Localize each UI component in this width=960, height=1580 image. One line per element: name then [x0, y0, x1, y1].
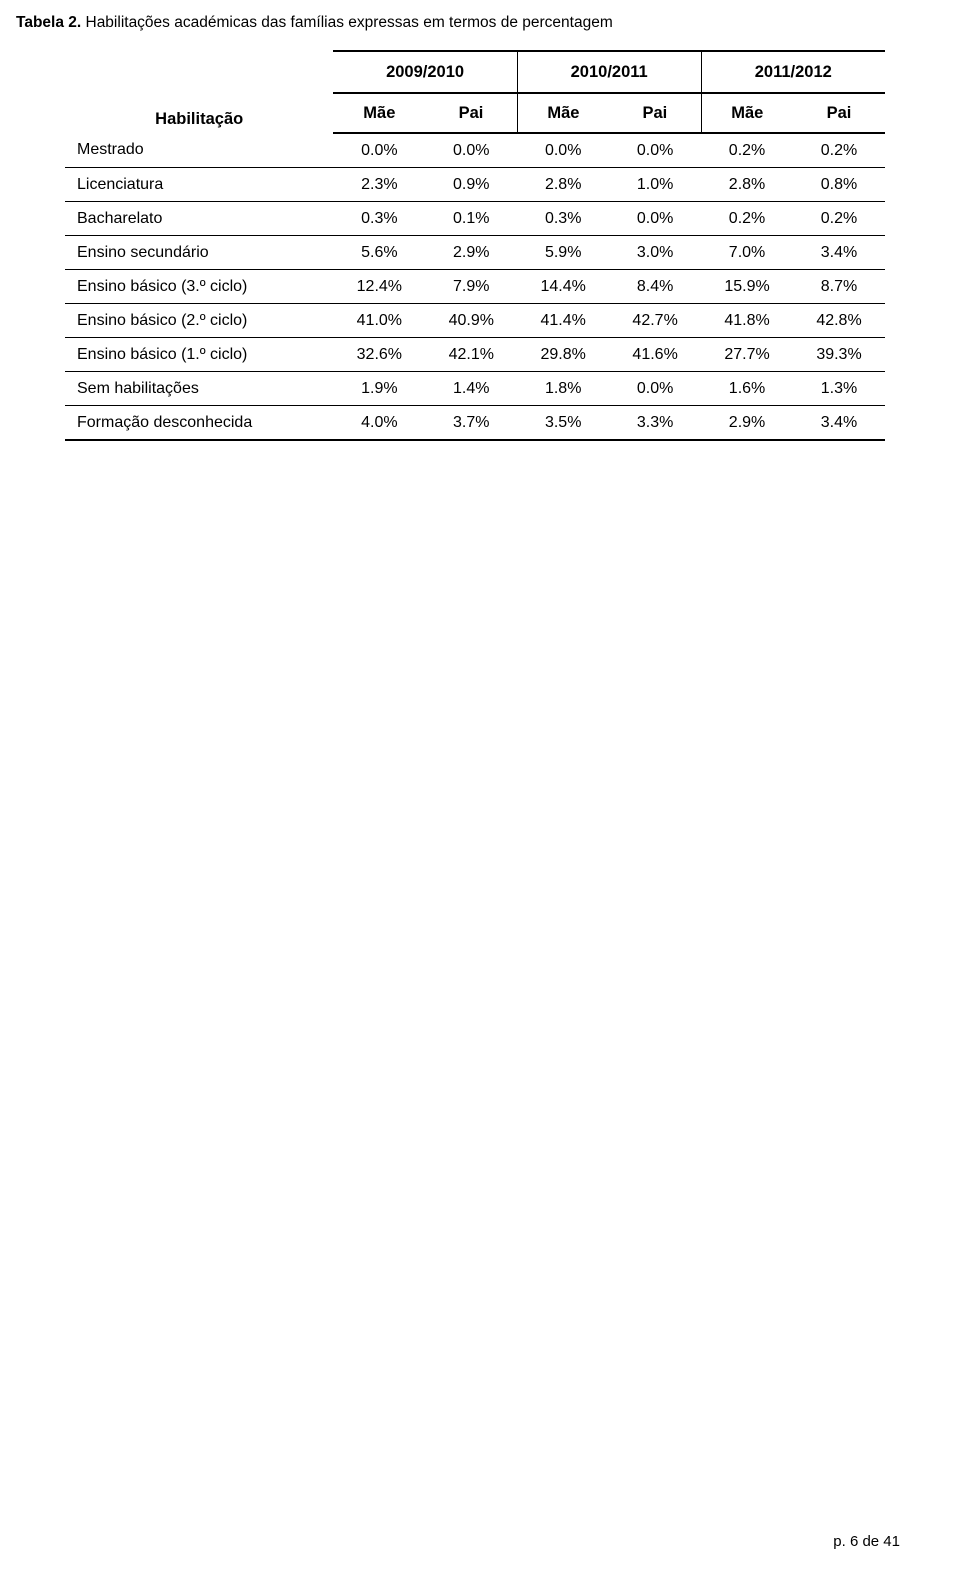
cell: 0.0% [333, 133, 425, 168]
cell: 40.9% [425, 304, 517, 338]
cell: 3.4% [793, 236, 885, 270]
row-label: Formação desconhecida [65, 406, 333, 441]
cell: 0.9% [425, 168, 517, 202]
cell: 3.0% [609, 236, 701, 270]
cell: 8.7% [793, 270, 885, 304]
cell: 0.2% [793, 133, 885, 168]
table-row: Mestrado 0.0% 0.0% 0.0% 0.0% 0.2% 0.2% [65, 133, 885, 168]
table-row: Ensino básico (1.º ciclo) 32.6% 42.1% 29… [65, 338, 885, 372]
cell: 1.9% [333, 372, 425, 406]
row-label: Sem habilitações [65, 372, 333, 406]
table-header-years: Habilitação 2009/2010 2010/2011 2011/201… [65, 51, 885, 93]
table-caption: Tabela 2. Habilitações académicas das fa… [10, 14, 900, 32]
cell: 2.9% [701, 406, 793, 441]
cell: 2.9% [425, 236, 517, 270]
row-label: Ensino básico (1.º ciclo) [65, 338, 333, 372]
cell: 0.0% [517, 133, 609, 168]
cell: 41.4% [517, 304, 609, 338]
cell: 0.3% [333, 202, 425, 236]
subheader: Mãe [517, 93, 609, 133]
cell: 0.2% [793, 202, 885, 236]
table-row: Ensino básico (2.º ciclo) 41.0% 40.9% 41… [65, 304, 885, 338]
cell: 0.0% [609, 133, 701, 168]
subheader: Pai [609, 93, 701, 133]
cell: 8.4% [609, 270, 701, 304]
table-row: Licenciatura 2.3% 0.9% 2.8% 1.0% 2.8% 0.… [65, 168, 885, 202]
cell: 41.8% [701, 304, 793, 338]
cell: 39.3% [793, 338, 885, 372]
subheader: Mãe [333, 93, 425, 133]
qualifications-table: Habilitação 2009/2010 2010/2011 2011/201… [65, 50, 885, 441]
cell: 7.9% [425, 270, 517, 304]
cell: 2.3% [333, 168, 425, 202]
cell: 12.4% [333, 270, 425, 304]
cell: 3.7% [425, 406, 517, 441]
cell: 4.0% [333, 406, 425, 441]
cell: 7.0% [701, 236, 793, 270]
caption-bold: Tabela 2. [16, 14, 81, 31]
cell: 14.4% [517, 270, 609, 304]
cell: 2.8% [701, 168, 793, 202]
year-header: 2011/2012 [701, 51, 885, 93]
cell: 1.4% [425, 372, 517, 406]
cell: 41.6% [609, 338, 701, 372]
row-label: Ensino básico (2.º ciclo) [65, 304, 333, 338]
subheader: Pai [793, 93, 885, 133]
cell: 1.6% [701, 372, 793, 406]
cell: 0.0% [609, 372, 701, 406]
table-row: Ensino secundário 5.6% 2.9% 5.9% 3.0% 7.… [65, 236, 885, 270]
table-row: Bacharelato 0.3% 0.1% 0.3% 0.0% 0.2% 0.2… [65, 202, 885, 236]
table-row: Formação desconhecida 4.0% 3.7% 3.5% 3.3… [65, 406, 885, 441]
cell: 0.3% [517, 202, 609, 236]
cell: 15.9% [701, 270, 793, 304]
cell: 41.0% [333, 304, 425, 338]
cell: 42.8% [793, 304, 885, 338]
page-number: p. 6 de 41 [833, 1533, 900, 1550]
table-row: Sem habilitações 1.9% 1.4% 1.8% 0.0% 1.6… [65, 372, 885, 406]
cell: 27.7% [701, 338, 793, 372]
corner-label: Habilitação [65, 51, 333, 133]
cell: 29.8% [517, 338, 609, 372]
row-label: Mestrado [65, 133, 333, 168]
cell: 1.3% [793, 372, 885, 406]
cell: 2.8% [517, 168, 609, 202]
table-row: Ensino básico (3.º ciclo) 12.4% 7.9% 14.… [65, 270, 885, 304]
cell: 0.0% [609, 202, 701, 236]
year-header: 2010/2011 [517, 51, 701, 93]
subheader: Mãe [701, 93, 793, 133]
table-body: Mestrado 0.0% 0.0% 0.0% 0.0% 0.2% 0.2% L… [65, 133, 885, 440]
subheader: Pai [425, 93, 517, 133]
cell: 3.3% [609, 406, 701, 441]
caption-rest: Habilitações académicas das famílias exp… [81, 14, 613, 31]
row-label: Ensino secundário [65, 236, 333, 270]
cell: 3.5% [517, 406, 609, 441]
row-label: Bacharelato [65, 202, 333, 236]
row-label: Licenciatura [65, 168, 333, 202]
cell: 0.2% [701, 133, 793, 168]
cell: 0.0% [425, 133, 517, 168]
row-label: Ensino básico (3.º ciclo) [65, 270, 333, 304]
cell: 5.9% [517, 236, 609, 270]
cell: 3.4% [793, 406, 885, 441]
cell: 1.0% [609, 168, 701, 202]
cell: 42.1% [425, 338, 517, 372]
cell: 0.8% [793, 168, 885, 202]
cell: 42.7% [609, 304, 701, 338]
cell: 0.1% [425, 202, 517, 236]
year-header: 2009/2010 [333, 51, 517, 93]
cell: 5.6% [333, 236, 425, 270]
cell: 1.8% [517, 372, 609, 406]
cell: 0.2% [701, 202, 793, 236]
cell: 32.6% [333, 338, 425, 372]
